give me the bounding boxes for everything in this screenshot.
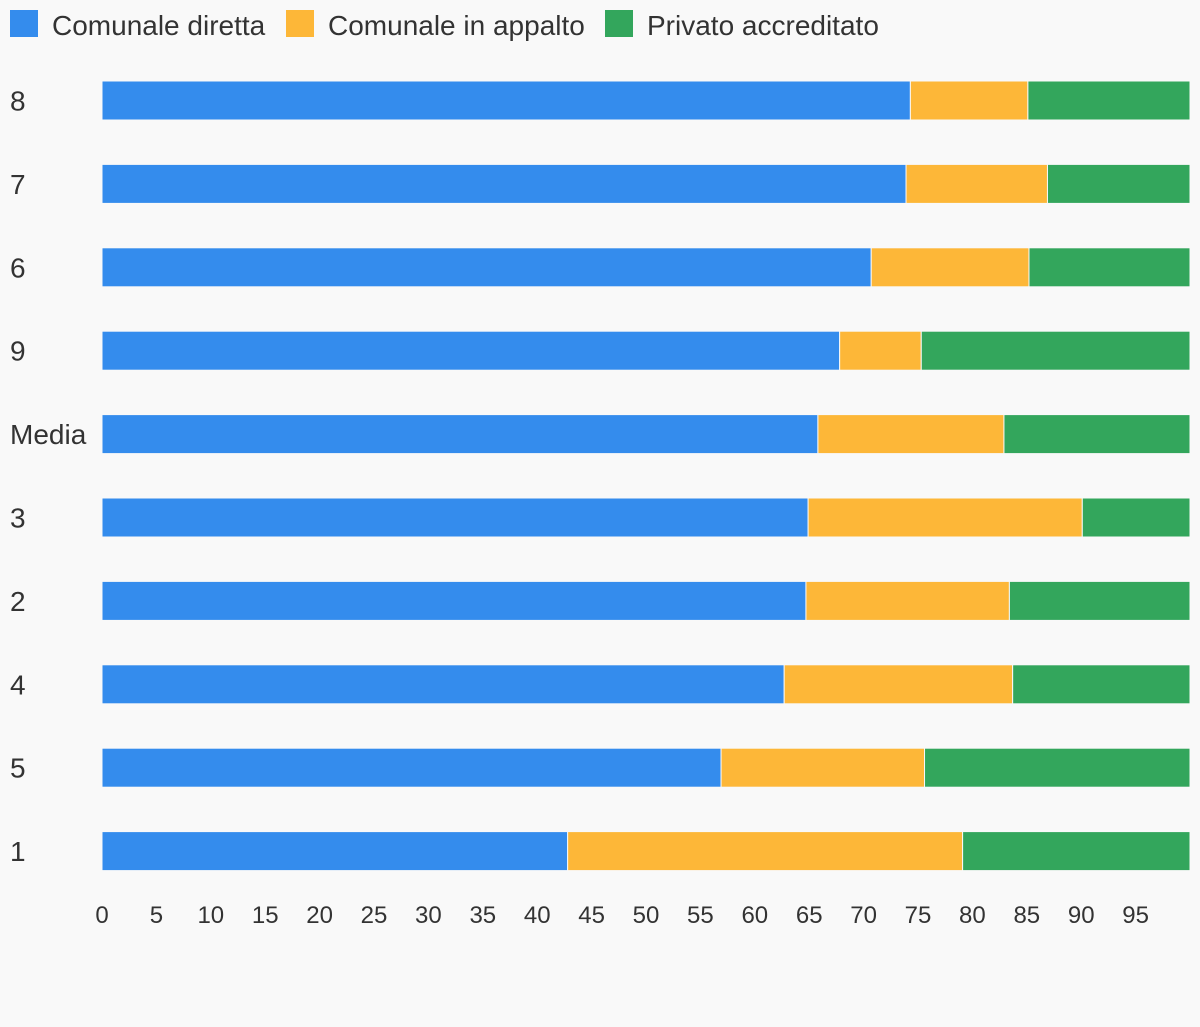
x-tick-label-25: 25 [361, 902, 388, 929]
bar-3-comunale-diretta [101, 497, 809, 538]
bar-4-privato-accreditato [1012, 664, 1191, 705]
x-tick-label-85: 85 [1013, 902, 1040, 929]
bar-media-comunale-in-appalto [817, 414, 1005, 455]
legend-label-comunale-in-appalto: Comunale in appalto [328, 10, 585, 41]
legend-swatch-privato-accreditato [605, 10, 633, 37]
x-tick-label-35: 35 [469, 902, 496, 929]
category-label-7: 7 [10, 169, 26, 200]
bar-9-privato-accreditato [920, 330, 1191, 371]
x-tick-label-60: 60 [741, 902, 768, 929]
x-tick-label-45: 45 [578, 902, 605, 929]
bar-2-privato-accreditato [1008, 580, 1191, 621]
x-tick-label-50: 50 [633, 902, 660, 929]
bar-6-privato-accreditato [1028, 247, 1191, 288]
value-axis: 0 5 10 15 20 25 30 35 40 45 50 55 60 65 70 75 80 85 90 95 [95, 902, 1149, 929]
category-label-4: 4 [10, 669, 26, 700]
x-tick-label-30: 30 [415, 902, 442, 929]
bar-8-comunale-in-appalto [909, 80, 1029, 121]
bar-9-comunale-diretta [101, 330, 841, 371]
bar-7-privato-accreditato [1046, 163, 1191, 204]
category-label-8: 8 [10, 86, 26, 117]
bar-6-comunale-diretta [101, 247, 872, 288]
x-tick-label-40: 40 [524, 902, 551, 929]
bar-5-privato-accreditato [924, 747, 1191, 788]
x-tick-label-10: 10 [197, 902, 224, 929]
bar-1-privato-accreditato [962, 831, 1191, 872]
category-label-6: 6 [10, 252, 26, 283]
bar-6-comunale-in-appalto [870, 247, 1030, 288]
bar-media-comunale-diretta [101, 414, 819, 455]
legend-label-comunale-diretta: Comunale diretta [52, 10, 266, 41]
bars-area [101, 80, 1191, 872]
bar-2-comunale-in-appalto [805, 580, 1010, 621]
category-label-5: 5 [10, 753, 26, 784]
legend-label-privato-accreditato: Privato accreditato [647, 10, 879, 41]
bar-9-comunale-in-appalto [839, 330, 922, 371]
bar-3-comunale-in-appalto [807, 497, 1083, 538]
bar-7-comunale-in-appalto [905, 163, 1048, 204]
legend-swatch-comunale-in-appalto [286, 10, 314, 37]
bar-8-privato-accreditato [1027, 80, 1191, 121]
x-tick-label-15: 15 [252, 902, 279, 929]
bar-4-comunale-in-appalto [783, 664, 1014, 705]
x-tick-label-90: 90 [1068, 902, 1095, 929]
x-tick-label-95: 95 [1122, 902, 1149, 929]
category-label-media: Media [10, 419, 87, 450]
bar-8-comunale-diretta [101, 80, 911, 121]
bar-3-privato-accreditato [1081, 497, 1191, 538]
x-tick-label-65: 65 [796, 902, 823, 929]
bar-4-comunale-diretta [101, 664, 785, 705]
x-tick-label-80: 80 [959, 902, 986, 929]
category-axis: 8 7 6 9 Media 3 2 4 5 1 [10, 86, 87, 868]
category-label-1: 1 [10, 836, 26, 867]
bar-1-comunale-in-appalto [567, 831, 964, 872]
category-label-3: 3 [10, 503, 26, 534]
x-tick-label-0: 0 [95, 902, 108, 929]
x-tick-label-75: 75 [905, 902, 932, 929]
x-tick-label-20: 20 [306, 902, 333, 929]
legend-swatch-comunale-diretta [10, 10, 38, 37]
bar-5-comunale-diretta [101, 747, 722, 788]
bar-7-comunale-diretta [101, 163, 907, 204]
x-tick-label-70: 70 [850, 902, 877, 929]
category-label-9: 9 [10, 336, 26, 367]
bar-media-privato-accreditato [1003, 414, 1191, 455]
bar-2-comunale-diretta [101, 580, 807, 621]
legend: Comunale diretta Comunale in appalto Priva… [10, 10, 879, 41]
bar-1-comunale-diretta [101, 831, 569, 872]
bar-5-comunale-in-appalto [720, 747, 926, 788]
category-label-2: 2 [10, 586, 26, 617]
x-tick-label-5: 5 [150, 902, 163, 929]
x-tick-label-55: 55 [687, 902, 714, 929]
